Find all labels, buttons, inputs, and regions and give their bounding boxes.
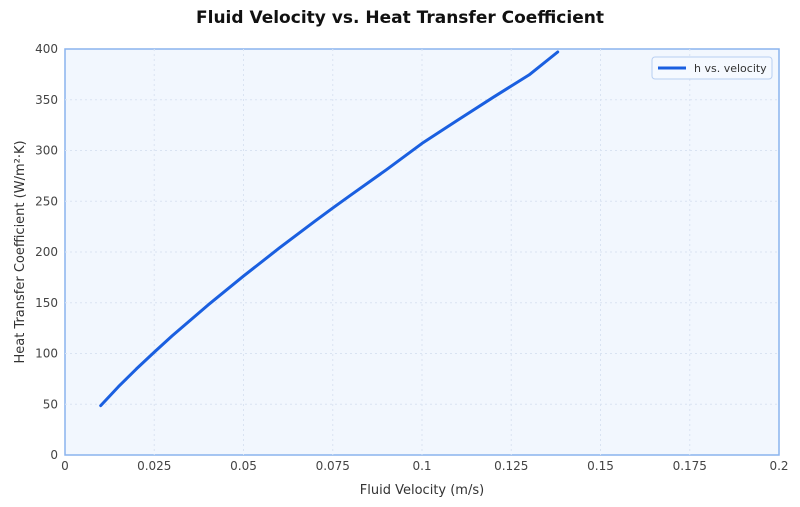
y-tick-label: 0 <box>50 448 58 462</box>
legend: h vs. velocity <box>651 56 773 80</box>
x-axis-label: Fluid Velocity (m/s) <box>360 483 484 498</box>
y-tick-label: 400 <box>35 42 58 56</box>
legend-label: h vs. velocity <box>694 62 767 75</box>
x-axis-ticks: 0 0.025 0.05 0.075 0.1 0.125 0.15 0.175 0.2 <box>61 459 788 473</box>
x-tick-label: 0.05 <box>230 459 257 473</box>
x-tick-label: 0.1 <box>412 459 431 473</box>
data-line-h-vs-velocity <box>99 50 560 408</box>
y-tick-label: 300 <box>35 144 58 158</box>
gridlines <box>65 49 779 455</box>
legend-box <box>651 56 773 80</box>
x-tick-label: 0.125 <box>494 459 528 473</box>
x-tick-label: 0.15 <box>587 459 614 473</box>
y-tick-label: 50 <box>43 397 58 411</box>
x-tick-label: 0.075 <box>316 459 350 473</box>
y-tick-label: 150 <box>35 296 58 310</box>
x-tick-label: 0 <box>61 459 69 473</box>
x-tick-label: 0.025 <box>137 459 171 473</box>
x-tick-label: 0.175 <box>673 459 707 473</box>
y-tick-label: 200 <box>35 245 58 259</box>
x-tick-label: 0.2 <box>769 459 788 473</box>
y-axis-label: Heat Transfer Coefficient (W/m²·K) <box>13 140 28 363</box>
y-tick-label: 350 <box>35 93 58 107</box>
chart-title: Fluid Velocity vs. Heat Transfer Coeffic… <box>196 8 604 28</box>
y-tick-label: 250 <box>35 194 58 208</box>
y-tick-label: 100 <box>35 347 58 361</box>
y-axis-ticks: 0 50 100 150 200 250 300 350 400 <box>35 42 58 462</box>
